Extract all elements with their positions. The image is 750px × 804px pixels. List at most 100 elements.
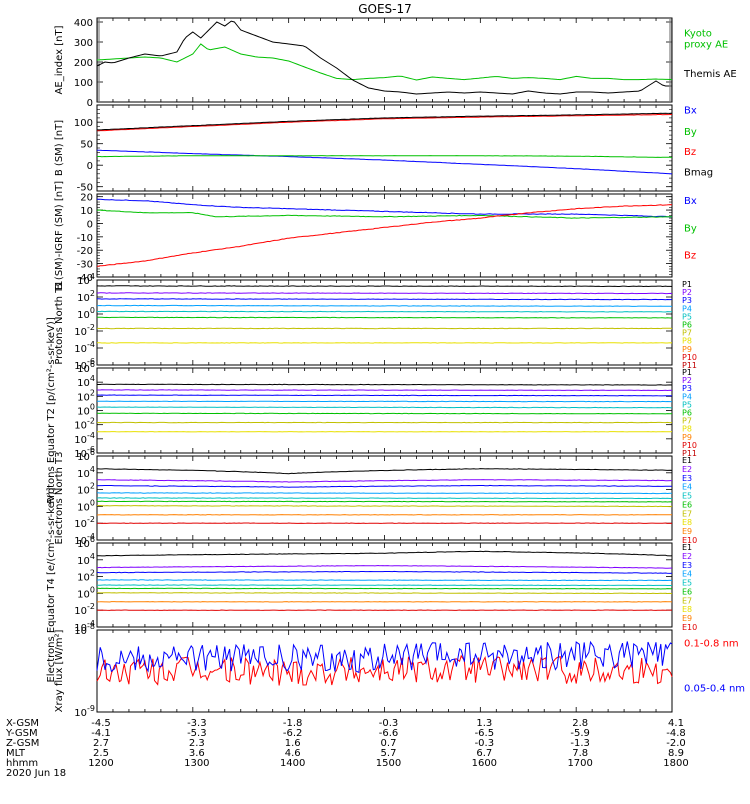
y-tick-exponent: -8: [87, 622, 95, 631]
legend-0-1-0-8-nm: 0.1-0.8 nm: [684, 638, 739, 649]
series-p7: [97, 328, 672, 329]
y-tick-exponent: 6: [90, 360, 95, 369]
date-label: 2020 Jun 18: [6, 768, 66, 779]
axis-row-value: 1800: [663, 758, 688, 769]
y-tick-exponent: 0: [90, 306, 95, 315]
legend-bmag: Bmag: [684, 168, 713, 179]
y-tick-exponent: 2: [90, 388, 95, 397]
y-tick-base: 10: [77, 310, 90, 321]
plot-title: GOES-17: [358, 2, 412, 16]
y-tick-label: 0: [87, 98, 93, 109]
legend-bx: Bx: [684, 106, 697, 117]
panel-frame: [97, 368, 672, 453]
series-e6: [97, 588, 672, 589]
legend-e1: E1: [682, 456, 692, 465]
y-tick-base: 10: [77, 452, 90, 463]
y-tick-label: 0: [87, 161, 93, 172]
y-tick-exponent: -2: [87, 417, 95, 426]
y-tick-label: 20: [80, 193, 93, 204]
legend-e5: E5: [682, 579, 692, 588]
series-p5: [97, 311, 672, 312]
y-axis-label: B (SM)-IGRF (SM) [nT]: [54, 181, 65, 290]
y-tick-label: 100: [77, 498, 95, 513]
y-tick-label: 104: [77, 552, 95, 567]
legend-e4: E4: [682, 483, 692, 492]
legend-e6: E6: [682, 500, 692, 509]
y-tick-exponent: 4: [90, 465, 95, 474]
y-tick-base: 10: [77, 556, 90, 567]
y-tick-base: 10: [77, 293, 90, 304]
legend-e4: E4: [682, 570, 692, 579]
series-e2: [97, 566, 672, 569]
legend-e3: E3: [682, 561, 692, 570]
series-bz: [97, 205, 672, 267]
y-axis-label: Xray flux [W/m²]: [54, 630, 65, 713]
y-tick-exponent: -2: [87, 602, 95, 611]
y-tick-label: 104: [77, 465, 95, 480]
y-tick-label: 10-2: [74, 602, 95, 617]
y-tick-base: 10: [74, 708, 87, 719]
legend-e10: E10: [682, 623, 697, 632]
y-tick-label: 10-2: [74, 515, 95, 530]
series-e1: [97, 469, 672, 474]
y-tick-label: -20: [77, 246, 93, 257]
y-tick-label: 300: [74, 38, 93, 49]
series-p6: [97, 413, 672, 414]
y-tick-label: 200: [74, 58, 93, 69]
legend-e1: E1: [682, 543, 692, 552]
legend-e2: E2: [682, 465, 692, 474]
y-tick-exponent: 0: [90, 498, 95, 507]
legend-e9: E9: [682, 527, 692, 536]
series-e4: [97, 493, 672, 494]
y-tick-base: 10: [74, 606, 87, 617]
series-e1: [97, 551, 672, 556]
axis-row-value: 1300: [184, 758, 209, 769]
series-p5: [97, 407, 672, 408]
y-tick-label: 10-9: [74, 704, 95, 719]
y-tick-label: 100: [77, 585, 95, 600]
y-tick-label: 102: [77, 569, 95, 584]
y-tick-base: 10: [77, 502, 90, 513]
y-tick-label: 10-2: [74, 417, 95, 432]
series-p1: [97, 384, 672, 385]
y-tick-exponent: 6: [90, 535, 95, 544]
axis-row-value: 1200: [88, 758, 113, 769]
y-tick-exponent: -2: [87, 323, 95, 332]
y-tick-exponent: -9: [87, 704, 95, 713]
y-tick-label: 100: [74, 78, 93, 89]
axis-row-value: 1400: [280, 758, 305, 769]
y-tick-exponent: 2: [90, 289, 95, 298]
y-tick-base: 10: [77, 276, 90, 287]
y-tick-label: -30: [77, 260, 93, 271]
series-e7: [97, 593, 672, 594]
series-p2: [97, 390, 672, 391]
series-p4: [97, 305, 672, 306]
series-kyoto-proxy-ae: [97, 44, 672, 80]
y-tick-base: 10: [74, 344, 87, 355]
y-tick-exponent: 6: [90, 448, 95, 457]
series-0-05-0-4-nm: [97, 642, 672, 673]
y-tick-base: 10: [77, 392, 90, 403]
y-tick-label: 50: [80, 140, 93, 151]
legend-bz: Bz: [684, 147, 696, 158]
legend-e2: E2: [682, 552, 692, 561]
y-tick-exponent: 4: [90, 272, 95, 281]
y-tick-exponent: 0: [90, 403, 95, 412]
y-tick-exponent: 4: [90, 552, 95, 561]
y-axis-label: AE_index [nT]: [54, 25, 65, 94]
legend-kyoto-proxy-ae: Kyoto: [684, 28, 712, 39]
y-tick-label: 104: [77, 374, 95, 389]
panel-xray: 10 -8 10-9 Xray flux [W/m²] 0.1-0.8 nm 0.05-0…: [54, 622, 745, 719]
y-tick-base: 10: [77, 539, 90, 550]
legend-0-05-0-4-nm: 0.05-0.4 nm: [684, 684, 745, 695]
series-e2: [97, 480, 672, 483]
series-bz: [97, 114, 672, 130]
y-tick-label: 10: [80, 206, 93, 217]
